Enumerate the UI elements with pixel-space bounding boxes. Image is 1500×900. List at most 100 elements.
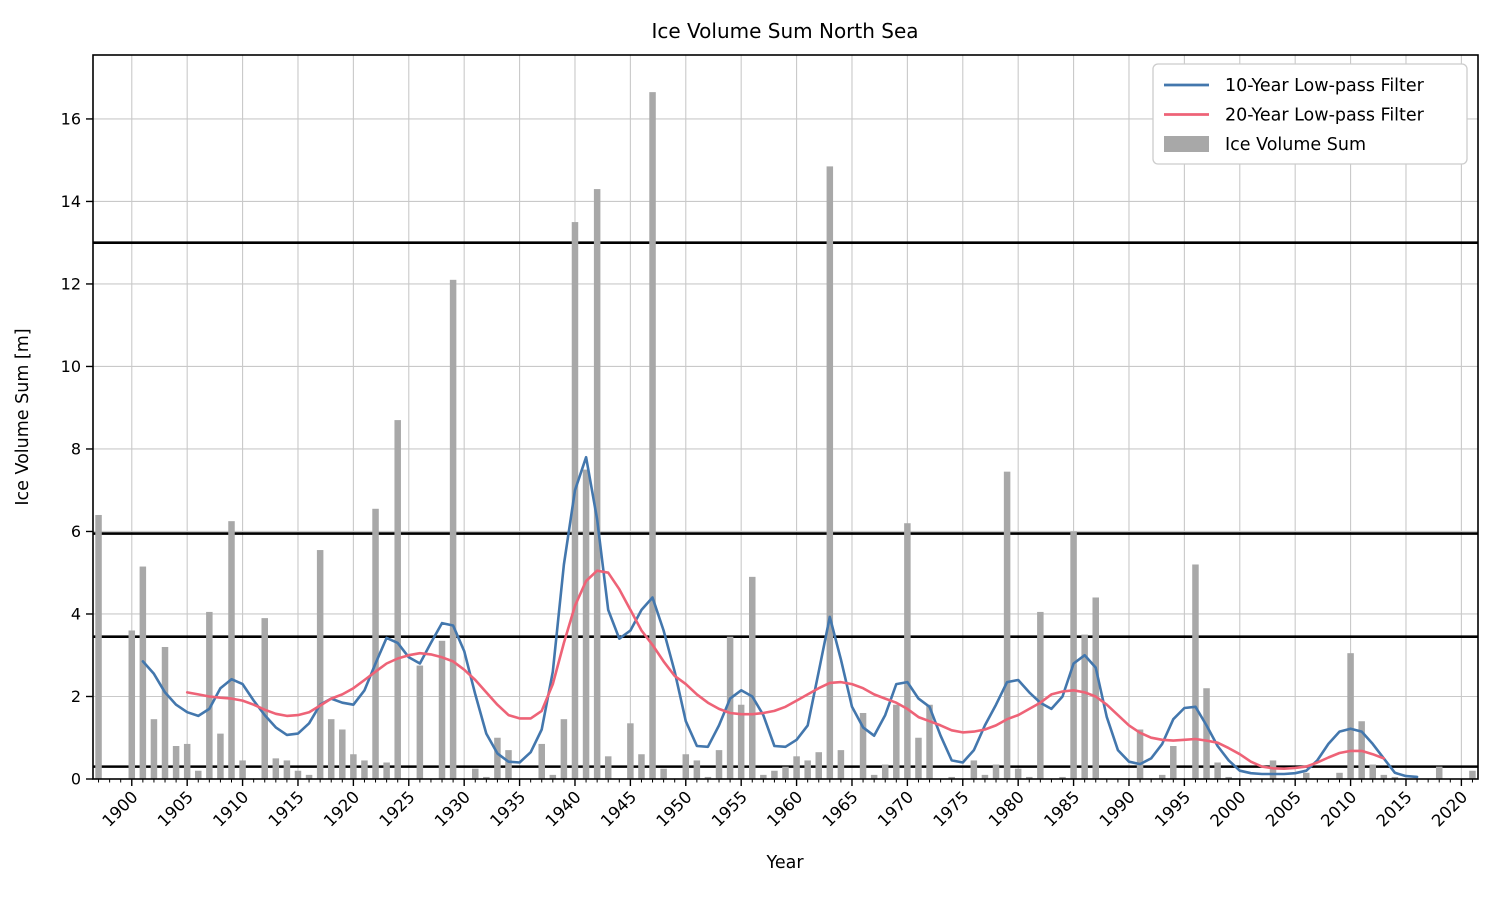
bar-year-1937: [538, 743, 545, 779]
bar-year-1969: [893, 704, 900, 779]
x-tick-label: 2015: [1373, 787, 1416, 830]
y-tick-label: 2: [71, 687, 81, 706]
bar-year-1917: [316, 550, 324, 779]
bar-year-1928: [438, 640, 446, 779]
x-tick-label: 1975: [929, 787, 972, 830]
bar-year-1957: [760, 774, 767, 779]
bar-year-1941: [582, 469, 590, 779]
y-tick-label: 4: [71, 604, 81, 623]
x-tick-label: 1955: [708, 787, 751, 830]
bar-year-1916: [305, 774, 313, 779]
bar-year-1952: [704, 776, 712, 779]
bar-year-1900: [128, 630, 136, 779]
x-tick-label: 1920: [320, 787, 363, 830]
bar-year-1980: [1014, 768, 1022, 779]
x-tick-label: 1930: [431, 787, 474, 830]
chart-title: Ice Volume Sum North Sea: [651, 19, 918, 43]
legend-label-20yr: 20-Year Low-pass Filter: [1225, 106, 1425, 126]
bar-year-2012: [1369, 764, 1376, 779]
bar-year-1926: [416, 665, 424, 779]
bar-year-1999: [1225, 776, 1232, 779]
y-tick-label: 8: [71, 439, 81, 458]
y-tick-label: 14: [61, 192, 81, 211]
x-tick-label: 1905: [154, 787, 197, 830]
x-tick-label: 1900: [98, 787, 141, 830]
bar-year-1991: [1136, 729, 1144, 779]
x-tick-label: 1995: [1151, 787, 1194, 830]
legend-box: [1152, 63, 1468, 165]
x-tick-label: 1970: [874, 787, 917, 830]
bar-year-1954: [726, 636, 734, 779]
bar-year-1912: [261, 618, 268, 779]
y-tick-label: 10: [61, 357, 81, 376]
x-tick-label: 1935: [486, 787, 529, 830]
bar-year-1902: [150, 719, 158, 779]
bar-year-1906: [195, 770, 202, 779]
bar-year-1979: [1003, 471, 1011, 779]
x-tick-label: 1985: [1040, 787, 1083, 830]
bar-year-1904: [172, 745, 180, 779]
bar-year-1985: [1070, 531, 1077, 779]
y-tick-label: 6: [71, 522, 81, 541]
bar-year-1933: [494, 737, 501, 779]
bar-year-2003: [1269, 760, 1277, 779]
bar-year-1963: [826, 166, 834, 779]
bar-year-1974: [948, 776, 955, 779]
y-tick-label: 16: [61, 109, 81, 128]
bar-year-1982: [1037, 611, 1044, 779]
legend-label-10yr: 10-Year Low-pass Filter: [1225, 76, 1425, 96]
bar-year-1929: [449, 279, 457, 779]
bar-year-2006: [1303, 772, 1310, 779]
legend: 10-Year Low-pass Filter 20-Year Low-pass…: [1152, 63, 1468, 165]
bar-year-1948: [660, 768, 667, 779]
bar-year-2009: [1336, 772, 1343, 779]
bar-year-1939: [560, 719, 568, 779]
bar-year-1921: [361, 760, 368, 779]
x-tick-label: 1980: [985, 787, 1028, 830]
bar-year-1943: [604, 756, 612, 779]
legend-swatch-ice-volume-patch: [1164, 136, 1209, 152]
bar-year-1977: [981, 774, 989, 779]
x-tick-label: 1910: [209, 787, 252, 830]
x-tick-label: 1940: [542, 787, 585, 830]
axis-ticks: [86, 118, 1473, 786]
bar-year-2010: [1347, 653, 1354, 779]
bar-year-1956: [749, 576, 756, 779]
x-tick-labels: 1900 1905 1910 1915 1920 1925 1930 1935 1940 1945…: [98, 787, 1471, 830]
bar-year-1968: [881, 764, 889, 779]
bar-year-1955: [737, 704, 745, 779]
bar-year-1934: [505, 750, 512, 779]
bar-year-1945: [627, 723, 634, 779]
bar-year-1959: [782, 766, 789, 779]
bar-year-1923: [383, 762, 390, 779]
bar-year-1976: [970, 760, 978, 779]
x-tick-label: 2010: [1317, 787, 1360, 830]
bar-year-1908: [217, 733, 224, 779]
bar-year-1913: [272, 758, 280, 779]
bar-year-1950: [682, 754, 690, 779]
bar-year-1986: [1081, 634, 1088, 779]
y-tick-label: 0: [71, 770, 81, 789]
x-tick-label: 2005: [1262, 787, 1305, 830]
bar-year-1932: [483, 776, 490, 779]
bar-year-1922: [372, 508, 379, 779]
bar-year-1918: [327, 719, 335, 779]
x-tick-label: 1990: [1096, 787, 1139, 830]
x-axis-label: Year: [765, 853, 804, 873]
bar-year-1961: [804, 760, 811, 779]
bar-year-1998: [1214, 762, 1221, 779]
bar-year-1938: [549, 774, 557, 779]
y-axis-label: Ice Volume Sum [m]: [13, 328, 33, 505]
bar-year-1960: [793, 756, 800, 779]
bar-year-2021: [1469, 770, 1476, 779]
bar-year-1947: [649, 92, 656, 780]
bar-year-1994: [1170, 745, 1177, 779]
bar-year-1951: [693, 760, 701, 779]
bar-year-1909: [228, 521, 235, 779]
bar-year-1978: [992, 764, 1000, 779]
bar-year-1981: [1026, 776, 1033, 779]
bar-year-1971: [915, 737, 922, 779]
threshold-lines: [93, 241, 1478, 768]
bar-year-2018: [1435, 766, 1443, 779]
